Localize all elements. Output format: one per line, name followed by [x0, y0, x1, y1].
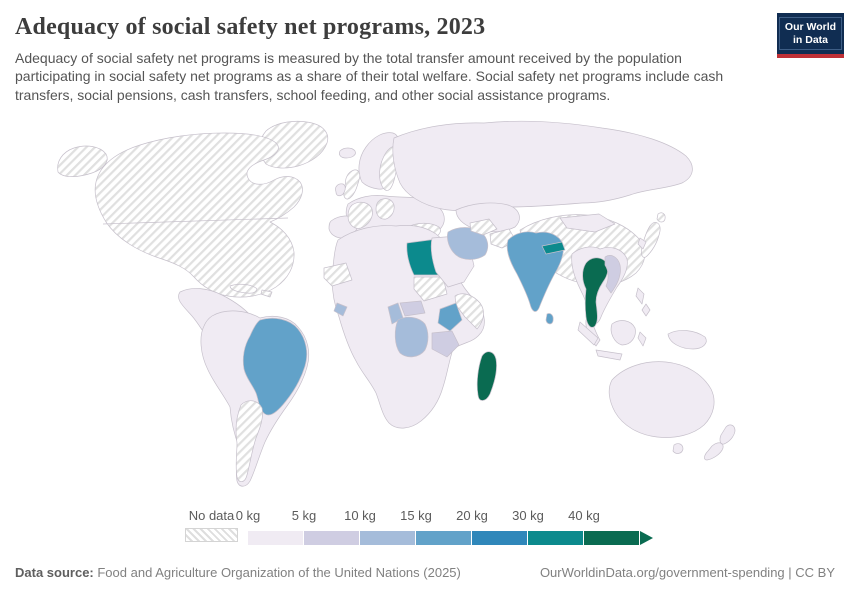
legend-arrow-icon — [640, 531, 653, 545]
country-sudan[interactable] — [413, 276, 448, 302]
legend-cells — [248, 531, 653, 545]
country-liberia[interactable] — [333, 302, 348, 317]
border-canada-usa — [102, 217, 289, 225]
country-ireland[interactable] — [335, 183, 346, 197]
country-argentina-chile[interactable] — [235, 400, 263, 482]
country-new-guinea[interactable] — [667, 330, 707, 350]
legend-bin-40plus[interactable] — [584, 531, 639, 545]
country-united-kingdom[interactable] — [343, 169, 361, 200]
legend-tick-1: 5 kg — [291, 508, 317, 523]
country-germany[interactable] — [375, 198, 395, 220]
country-kenya[interactable] — [437, 302, 463, 332]
country-vietnam[interactable] — [604, 255, 621, 294]
chart-footer: Data source: Food and Agriculture Organi… — [0, 565, 850, 580]
owid-logo: Our World in Data — [777, 13, 844, 58]
legend-tick-6: 40 kg — [568, 508, 600, 523]
legend-tick-2: 10 kg — [344, 508, 376, 523]
legend-bin-30-40[interactable] — [528, 531, 583, 545]
country-somalia[interactable] — [454, 293, 484, 330]
page-title: Adequacy of social safety net programs, … — [15, 14, 486, 40]
legend-bin-5-10[interactable] — [304, 531, 359, 545]
owid-logo-text: Our World in Data — [778, 17, 843, 50]
legend-tick-4: 20 kg — [456, 508, 488, 523]
legend-bin-20-30[interactable] — [472, 531, 527, 545]
map-legend: No data 0 kg 5 kg 10 kg 15 kg 20 kg 30 k… — [0, 508, 850, 554]
legend-tick-3: 15 kg — [400, 508, 432, 523]
country-korea[interactable] — [637, 237, 647, 250]
country-central-african-republic[interactable] — [399, 300, 426, 317]
country-mongolia[interactable] — [559, 213, 616, 233]
country-madagascar[interactable] — [476, 351, 497, 401]
legend-color-bar: 0 kg 5 kg 10 kg 15 kg 20 kg 30 kg 40 kg — [236, 508, 653, 550]
country-new-zealand[interactable] — [704, 424, 736, 461]
country-turkmenistan[interactable] — [469, 218, 498, 236]
data-source-text: Food and Agriculture Organization of the… — [93, 565, 461, 580]
country-nepal[interactable] — [541, 241, 566, 255]
data-source: Data source: Food and Agriculture Organi… — [15, 565, 461, 580]
country-hispaniola[interactable] — [260, 289, 273, 298]
chart-subtitle: Adequacy of social safety net programs i… — [15, 50, 724, 103]
country-hokkaido[interactable] — [656, 212, 666, 223]
country-sumatra[interactable] — [577, 321, 599, 346]
chart-header: Adequacy of social safety net programs, … — [0, 0, 850, 104]
country-brazil[interactable] — [242, 317, 308, 416]
country-java[interactable] — [595, 349, 623, 361]
country-russia[interactable] — [392, 120, 693, 212]
country-greenland[interactable] — [259, 120, 329, 169]
country-dr-congo[interactable] — [394, 316, 429, 358]
country-france[interactable] — [347, 201, 373, 229]
no-data-swatch[interactable] — [185, 528, 238, 542]
country-borneo[interactable] — [610, 320, 636, 346]
country-mauritania[interactable] — [323, 262, 353, 287]
attribution-link[interactable]: OurWorldinData.org/government-spending |… — [539, 565, 835, 580]
legend-tick-labels: 0 kg 5 kg 10 kg 15 kg 20 kg 30 kg 40 kg — [236, 508, 653, 527]
legend-no-data-label: No data — [188, 508, 235, 523]
legend-tick-5: 30 kg — [512, 508, 544, 523]
data-source-label: Data source: — [15, 565, 94, 580]
country-australia[interactable] — [608, 361, 715, 438]
country-tasmania[interactable] — [672, 443, 684, 454]
country-canada-usa[interactable] — [94, 132, 303, 298]
legend-bin-15-20[interactable] — [416, 531, 471, 545]
country-tanzania[interactable] — [431, 330, 460, 358]
country-japan[interactable] — [641, 222, 661, 258]
world-map — [0, 104, 850, 496]
country-sri-lanka[interactable] — [545, 313, 554, 325]
country-sulawesi[interactable] — [637, 331, 647, 347]
legend-no-data[interactable]: No data — [185, 508, 238, 542]
country-alaska[interactable] — [57, 145, 108, 177]
country-cuba[interactable] — [229, 283, 258, 294]
legend-bin-10-15[interactable] — [360, 531, 415, 545]
legend-bin-0-5[interactable] — [248, 531, 303, 545]
legend-tick-0: 0 kg — [235, 508, 261, 523]
country-philippines[interactable] — [635, 287, 651, 317]
country-iceland[interactable] — [339, 147, 356, 159]
